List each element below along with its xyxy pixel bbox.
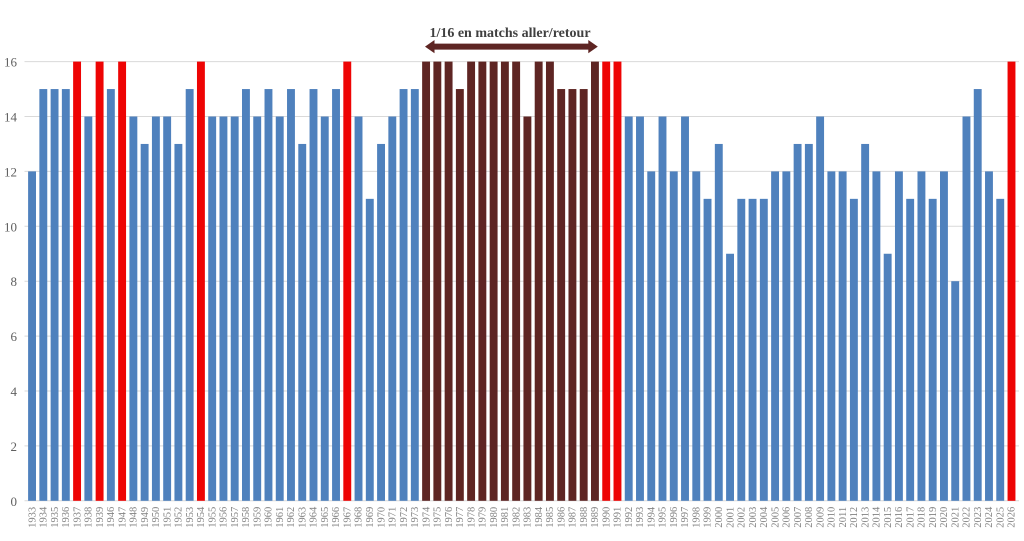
- svg-text:1975: 1975: [433, 507, 444, 528]
- svg-text:1990: 1990: [601, 507, 612, 528]
- svg-text:1974: 1974: [421, 506, 432, 528]
- svg-text:1947: 1947: [117, 507, 128, 528]
- svg-text:1956: 1956: [219, 507, 230, 528]
- svg-text:2023: 2023: [973, 507, 984, 528]
- svg-text:1963: 1963: [297, 507, 308, 528]
- svg-text:2: 2: [11, 439, 18, 454]
- svg-text:1935: 1935: [50, 507, 61, 528]
- svg-text:2019: 2019: [928, 507, 939, 528]
- svg-text:1953: 1953: [185, 507, 196, 528]
- svg-text:1933: 1933: [27, 507, 38, 528]
- svg-text:2007: 2007: [793, 507, 804, 528]
- svg-text:1970: 1970: [376, 507, 387, 528]
- svg-text:1972: 1972: [399, 507, 410, 528]
- svg-text:1986: 1986: [556, 507, 567, 528]
- svg-text:1937: 1937: [72, 507, 83, 528]
- svg-text:2016: 2016: [894, 507, 905, 528]
- svg-text:1955: 1955: [207, 507, 218, 528]
- svg-text:2008: 2008: [804, 507, 815, 528]
- svg-text:2014: 2014: [872, 506, 883, 528]
- svg-text:1992: 1992: [624, 507, 635, 528]
- svg-text:1994: 1994: [646, 506, 657, 528]
- svg-text:2002: 2002: [737, 507, 748, 528]
- svg-text:2001: 2001: [725, 507, 736, 528]
- svg-text:2004: 2004: [759, 506, 770, 528]
- svg-text:1969: 1969: [365, 507, 376, 528]
- svg-text:1980: 1980: [489, 507, 500, 528]
- svg-text:1964: 1964: [309, 506, 320, 528]
- svg-text:1958: 1958: [241, 507, 252, 528]
- svg-text:1961: 1961: [275, 507, 286, 528]
- svg-text:2026: 2026: [1007, 507, 1018, 528]
- svg-text:2024: 2024: [984, 506, 995, 528]
- svg-text:4: 4: [11, 384, 18, 399]
- svg-text:1977: 1977: [455, 507, 466, 528]
- svg-text:1971: 1971: [388, 507, 399, 528]
- svg-text:1973: 1973: [410, 507, 421, 528]
- svg-text:1981: 1981: [500, 507, 511, 528]
- svg-text:1993: 1993: [635, 507, 646, 528]
- svg-text:1985: 1985: [545, 507, 556, 528]
- svg-text:6: 6: [11, 329, 18, 344]
- svg-text:1983: 1983: [523, 507, 534, 528]
- svg-text:1959: 1959: [252, 507, 263, 528]
- svg-text:1999: 1999: [703, 507, 714, 528]
- svg-text:1991: 1991: [613, 507, 624, 528]
- svg-text:1957: 1957: [230, 507, 241, 528]
- svg-text:2018: 2018: [917, 507, 928, 528]
- svg-text:1938: 1938: [84, 507, 95, 528]
- svg-text:1/16 en matchs aller/retour: 1/16 en matchs aller/retour: [429, 26, 590, 41]
- svg-text:1950: 1950: [151, 507, 162, 528]
- svg-text:1949: 1949: [140, 507, 151, 528]
- svg-text:2009: 2009: [815, 507, 826, 528]
- svg-text:1939: 1939: [95, 507, 106, 528]
- svg-text:1996: 1996: [669, 507, 680, 528]
- svg-text:1979: 1979: [478, 507, 489, 528]
- svg-text:2000: 2000: [714, 507, 725, 528]
- svg-text:1989: 1989: [590, 507, 601, 528]
- svg-text:2013: 2013: [860, 507, 871, 528]
- svg-text:2003: 2003: [748, 507, 759, 528]
- svg-text:10: 10: [4, 219, 17, 234]
- svg-text:8: 8: [11, 274, 18, 289]
- svg-text:1967: 1967: [342, 507, 353, 528]
- svg-text:1965: 1965: [320, 507, 331, 528]
- svg-text:2005: 2005: [770, 507, 781, 528]
- svg-text:1968: 1968: [354, 507, 365, 528]
- svg-text:2017: 2017: [905, 507, 916, 528]
- svg-text:1998: 1998: [691, 507, 702, 528]
- svg-text:1962: 1962: [286, 507, 297, 528]
- svg-text:1966: 1966: [331, 507, 342, 528]
- svg-text:1946: 1946: [106, 507, 117, 528]
- svg-text:2021: 2021: [950, 507, 961, 528]
- svg-text:1948: 1948: [129, 507, 140, 528]
- svg-text:16: 16: [4, 55, 18, 70]
- svg-text:1951: 1951: [162, 507, 173, 528]
- svg-text:0: 0: [11, 494, 18, 509]
- svg-text:1934: 1934: [39, 506, 50, 528]
- svg-text:1960: 1960: [264, 507, 275, 528]
- svg-text:1988: 1988: [579, 507, 590, 528]
- svg-text:1997: 1997: [680, 507, 691, 528]
- svg-text:1995: 1995: [658, 507, 669, 528]
- svg-text:1936: 1936: [61, 507, 72, 528]
- svg-text:1976: 1976: [444, 507, 455, 528]
- svg-text:2012: 2012: [849, 507, 860, 528]
- svg-text:1984: 1984: [534, 506, 545, 528]
- svg-text:12: 12: [4, 164, 17, 179]
- svg-text:1987: 1987: [568, 507, 579, 528]
- svg-text:2011: 2011: [838, 507, 849, 528]
- svg-text:1952: 1952: [174, 507, 185, 528]
- svg-text:1954: 1954: [196, 506, 207, 528]
- svg-text:1978: 1978: [466, 507, 477, 528]
- svg-text:2020: 2020: [939, 507, 950, 528]
- svg-text:2025: 2025: [995, 507, 1006, 528]
- svg-text:2022: 2022: [962, 507, 973, 528]
- svg-text:2010: 2010: [827, 507, 838, 528]
- svg-text:2015: 2015: [883, 507, 894, 528]
- svg-text:14: 14: [4, 110, 18, 125]
- svg-text:2006: 2006: [782, 507, 793, 528]
- svg-text:1982: 1982: [511, 507, 522, 528]
